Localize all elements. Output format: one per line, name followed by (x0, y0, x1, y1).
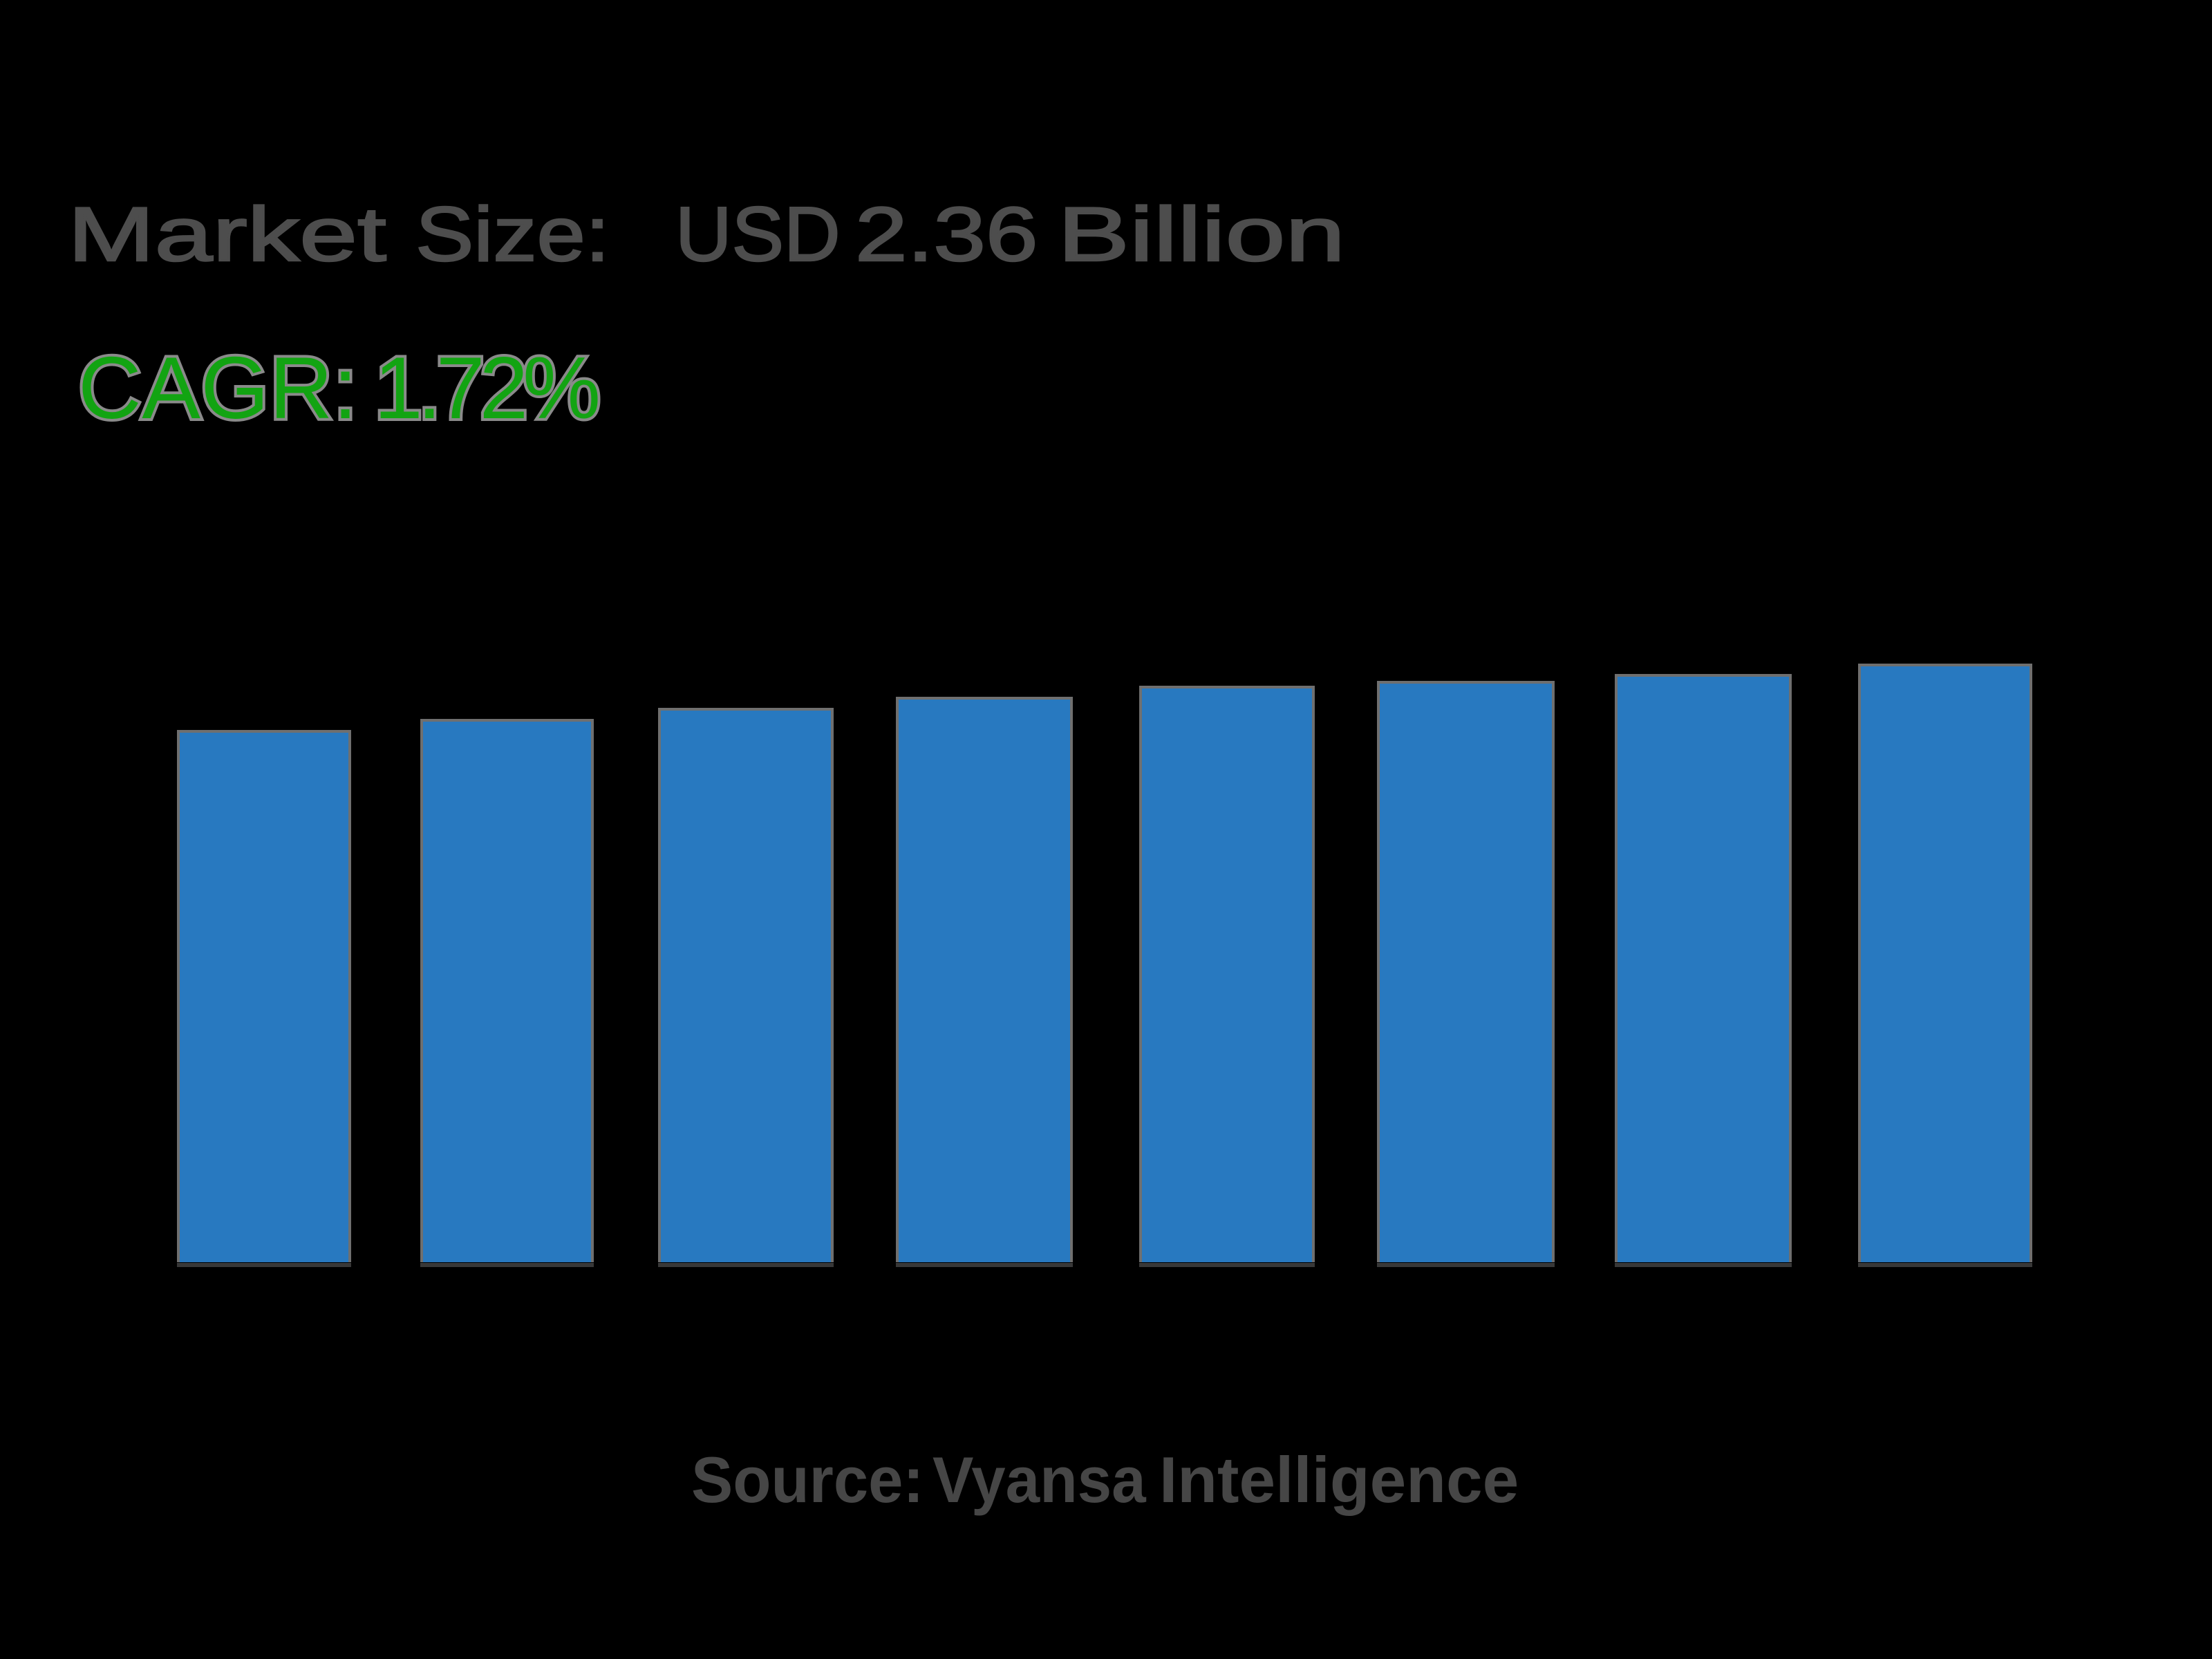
svg-text:CAGR:: CAGR: (78, 339, 358, 437)
svg-text:1.72%: 1.72% (374, 339, 598, 437)
